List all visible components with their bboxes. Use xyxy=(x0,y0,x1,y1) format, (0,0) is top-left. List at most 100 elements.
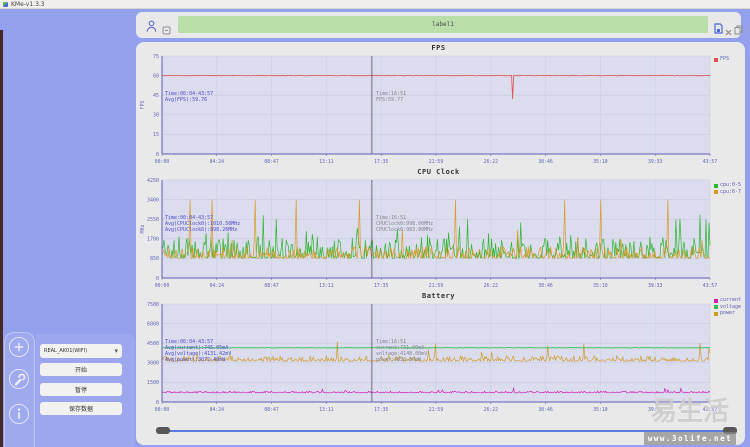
svg-text:00:00: 00:00 xyxy=(155,283,170,289)
tools-button[interactable] xyxy=(9,369,29,389)
slider-handle-right[interactable] xyxy=(723,427,737,434)
svg-text:75: 75 xyxy=(153,54,159,60)
export-icon[interactable] xyxy=(734,20,743,39)
chart-canvas[interactable]: 75 60 45 30 15 000:00 04:24 08:47 13:11 17:35 21:5… xyxy=(136,42,741,170)
cpu-clock-chart[interactable]: CPU Clock 4250 3400 2550 1700 850 0 00:00 04:24… xyxy=(136,166,745,294)
svg-text:7500: 7500 xyxy=(147,302,159,308)
window-title: KMe-v1.3.3 xyxy=(11,0,45,8)
chevron-down-icon: ▾ xyxy=(114,347,118,355)
chart-legend: FPS xyxy=(714,57,729,64)
svg-text:04:24: 04:24 xyxy=(210,159,225,165)
info-button[interactable] xyxy=(9,404,29,424)
add-button[interactable] xyxy=(9,337,29,357)
svg-text:21:59: 21:59 xyxy=(429,407,444,413)
info-icon xyxy=(17,408,21,419)
chart-annotation-left: Time:00:04-43:57 Avg(CPUClock0):1010.50MH… xyxy=(165,215,241,233)
tag-icon[interactable] xyxy=(162,20,171,39)
svg-text:0: 0 xyxy=(156,152,159,158)
chart-annotation-right: Time:16:51 current:731.00mA voltage:4148.0… xyxy=(376,339,428,363)
svg-text:2550: 2550 xyxy=(147,217,159,223)
slider-handle-left[interactable] xyxy=(156,427,170,434)
svg-text:850: 850 xyxy=(150,256,159,262)
svg-text:30:46: 30:46 xyxy=(538,283,553,289)
svg-text:13:11: 13:11 xyxy=(319,159,334,165)
svg-text:17:35: 17:35 xyxy=(374,407,389,413)
svg-text:35:10: 35:10 xyxy=(593,159,608,165)
svg-text:3000: 3000 xyxy=(147,361,159,367)
user-icon[interactable] xyxy=(146,18,157,37)
legend-item: current xyxy=(714,298,741,303)
chart-canvas[interactable]: 7500 6000 4500 3000 1500 000:00 04:24 08:47 13:1… xyxy=(136,290,741,418)
control-panel: REAL_AK01(WIFI) ▾ 开始 暂停 保存数据 xyxy=(36,334,135,447)
save-data-button[interactable]: 保存数据 xyxy=(40,402,122,415)
series-current xyxy=(161,386,711,394)
series-power xyxy=(161,341,711,363)
device-select-value: REAL_AK01(WIFI) xyxy=(44,348,88,354)
clear-icon[interactable] xyxy=(725,21,732,40)
svg-text:21:59: 21:59 xyxy=(429,283,444,289)
svg-text:04:24: 04:24 xyxy=(210,283,225,289)
label-input[interactable] xyxy=(178,16,708,33)
svg-text:08:47: 08:47 xyxy=(264,407,279,413)
svg-text:0: 0 xyxy=(156,276,159,282)
svg-text:35:10: 35:10 xyxy=(593,407,608,413)
battery-chart[interactable]: Battery 7500 6000 4500 3000 1500 0 00:00 04:24 0… xyxy=(136,290,745,418)
svg-text:1700: 1700 xyxy=(147,237,159,243)
svg-text:30: 30 xyxy=(153,113,159,119)
svg-text:30:46: 30:46 xyxy=(538,407,553,413)
svg-text:08:47: 08:47 xyxy=(264,283,279,289)
svg-text:43:57: 43:57 xyxy=(703,159,718,165)
chart-title: FPS xyxy=(431,44,446,52)
svg-text:26:22: 26:22 xyxy=(484,159,499,165)
pause-button[interactable]: 暂停 xyxy=(40,383,122,396)
time-range-slider xyxy=(136,425,745,437)
svg-text:13:11: 13:11 xyxy=(319,283,334,289)
window-titlebar: KMe-v1.3.3 xyxy=(0,0,750,9)
start-button[interactable]: 开始 xyxy=(40,363,122,376)
legend-item: power xyxy=(714,311,741,316)
chart-annotation-left: Time:00:04-43:57 Avg(current):745.05mA Avg… xyxy=(165,339,232,363)
svg-text:39:33: 39:33 xyxy=(648,407,663,413)
svg-text:30:46: 30:46 xyxy=(538,159,553,165)
svg-text:39:33: 39:33 xyxy=(648,283,663,289)
svg-text:4250: 4250 xyxy=(147,178,159,184)
chart-canvas[interactable]: 4250 3400 2550 1700 850 000:00 04:24 08:47 13:11… xyxy=(136,166,741,294)
chart-annotation-right: Time:16:51 FPS:59.77 xyxy=(376,91,407,103)
chart-legend: current voltage power xyxy=(714,298,741,318)
svg-text:60: 60 xyxy=(153,73,159,79)
chart-title: Battery xyxy=(421,292,455,300)
svg-text:6000: 6000 xyxy=(147,321,159,327)
slider-track[interactable] xyxy=(163,430,728,432)
legend-item: FPS xyxy=(714,57,729,62)
svg-text:4500: 4500 xyxy=(147,341,159,347)
svg-text:08:47: 08:47 xyxy=(264,159,279,165)
device-select[interactable]: REAL_AK01(WIFI) ▾ xyxy=(40,344,122,358)
series-cpu:0-5 xyxy=(161,214,711,260)
series-FPS xyxy=(161,74,711,100)
svg-text:3400: 3400 xyxy=(147,197,159,203)
svg-text:43:57: 43:57 xyxy=(703,407,718,413)
chart-title: CPU Clock xyxy=(417,168,460,176)
svg-text:17:35: 17:35 xyxy=(374,283,389,289)
chart-legend: cpu:0-5 cpu:6-7 xyxy=(714,183,741,196)
fps-chart[interactable]: FPS 75 60 45 30 15 0 00:00 04:24 08:47 13:11 17:35… xyxy=(136,42,745,170)
desktop-edge xyxy=(0,30,3,447)
svg-text:26:22: 26:22 xyxy=(484,407,499,413)
svg-text:45: 45 xyxy=(153,93,159,99)
chart-annotation-left: Time:00:04-43:57 Avg(FPS):59.76 xyxy=(165,91,214,103)
svg-text:04:24: 04:24 xyxy=(210,407,225,413)
svg-text:39:33: 39:33 xyxy=(648,159,663,165)
topbar xyxy=(136,12,743,40)
svg-text:00:00: 00:00 xyxy=(155,407,170,413)
svg-text:43:57: 43:57 xyxy=(703,283,718,289)
app-icon xyxy=(3,1,8,7)
sidebar xyxy=(4,332,35,447)
svg-text:0: 0 xyxy=(156,400,159,406)
svg-text:MHz: MHz xyxy=(140,224,146,233)
legend-item: cpu:6-7 xyxy=(714,189,741,195)
svg-text:15: 15 xyxy=(153,132,159,138)
svg-text:17:35: 17:35 xyxy=(374,159,389,165)
wrench-icon xyxy=(14,373,25,386)
save-icon[interactable] xyxy=(714,19,723,38)
charts-panel: FPS 75 60 45 30 15 0 00:00 04:24 08:47 13:11 17:35… xyxy=(136,42,745,445)
